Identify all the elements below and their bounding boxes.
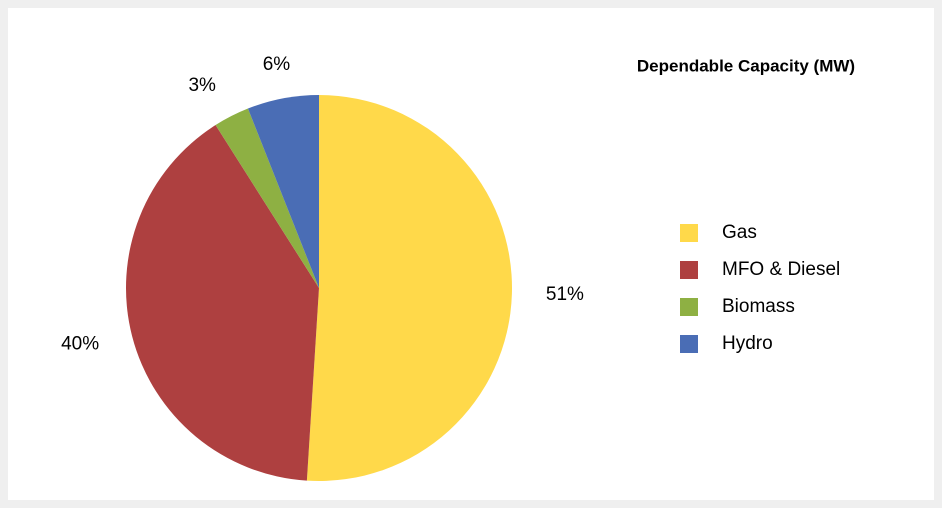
legend-swatch	[680, 261, 698, 279]
data-label: 6%	[263, 54, 291, 75]
data-label: 40%	[61, 333, 99, 354]
legend-label: Gas	[722, 222, 757, 243]
legend-swatch	[680, 224, 698, 242]
legend-label: Hydro	[722, 333, 773, 354]
legend-swatch	[680, 298, 698, 316]
pie-slice	[126, 125, 319, 481]
legend-label: Biomass	[722, 296, 795, 317]
chart-title: Dependable Capacity (MW)	[637, 56, 855, 75]
pie-slice	[247, 95, 319, 288]
data-label: 3%	[188, 75, 216, 96]
pie-slice	[306, 95, 513, 482]
legend-swatch	[680, 335, 698, 353]
data-label: 51%	[546, 284, 584, 305]
pie-slice	[215, 108, 319, 289]
legend-label: MFO & Diesel	[722, 259, 840, 280]
